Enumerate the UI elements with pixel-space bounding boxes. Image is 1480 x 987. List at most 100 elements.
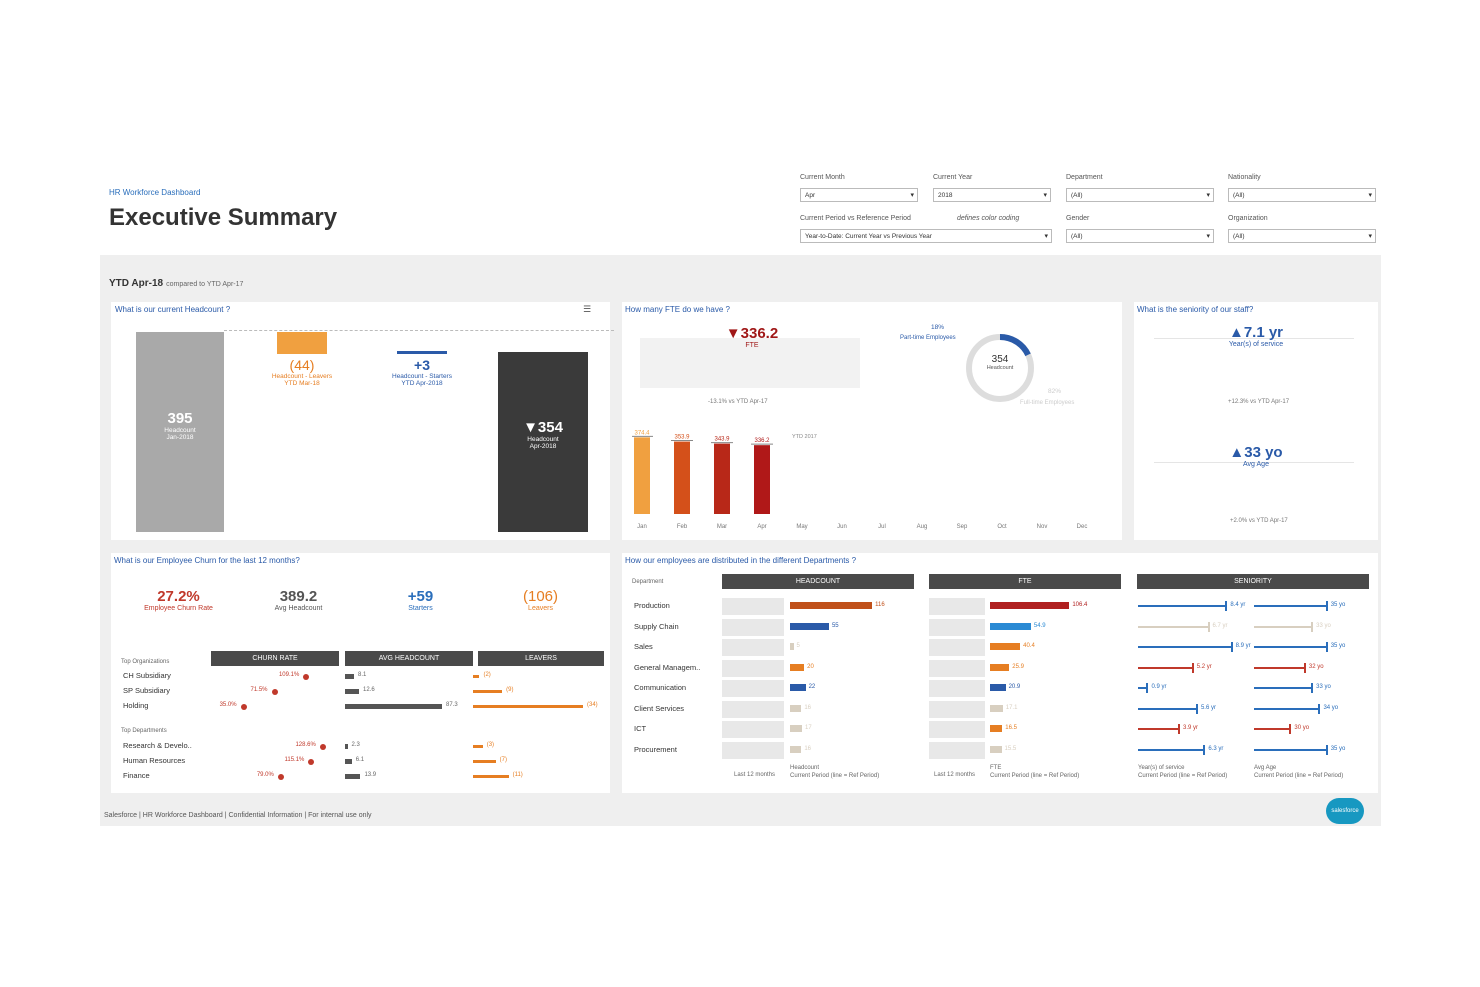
leavers-value: (11) <box>512 772 523 778</box>
hc-sub3: Current Period (line = Ref Period) <box>790 773 880 779</box>
age-tick <box>1311 621 1314 632</box>
current-month-select[interactable]: Apr ▾ <box>800 188 918 202</box>
hc-sparkline-bg <box>722 700 784 718</box>
age-value: 32 yo <box>1308 663 1324 670</box>
department-row-label: Communication <box>634 683 687 692</box>
starters-kpi: +59 Starters <box>407 588 434 612</box>
current-year-select[interactable]: 2018 ▾ <box>933 188 1051 202</box>
fte-bar-value-label: 336.2 <box>754 438 770 444</box>
hc-sparkline-bg <box>722 598 784 615</box>
churn-dot <box>319 744 326 750</box>
headcount-bar <box>790 663 805 671</box>
avg-headcount-header[interactable]: AVG HEADCOUNT <box>345 651 473 666</box>
avg-headcount-value: 8.1 <box>358 672 367 678</box>
fte-bar <box>674 441 690 514</box>
sen-sub2: Current Period (line = Ref Period) <box>1138 773 1228 779</box>
fte-bar <box>990 622 1031 630</box>
nationality-select[interactable]: (All) ▾ <box>1228 188 1376 202</box>
hc-sparkline-bg <box>722 680 784 697</box>
headcount-value: 16 <box>804 704 812 711</box>
organization-select[interactable]: (All) ▾ <box>1228 229 1376 243</box>
age-value: 34 yo <box>1323 704 1339 711</box>
service-value: 5.2 yr <box>1196 663 1212 670</box>
fte-sub3: Current Period (line = Ref Period) <box>990 773 1080 779</box>
service-tick <box>1195 703 1198 714</box>
churn-value-label: 71.5% <box>250 687 268 693</box>
x-tick-label: Jul <box>878 524 886 530</box>
age-lollipop <box>1254 646 1327 648</box>
x-tick-label: Apr <box>757 524 766 530</box>
churn-question: What is our Employee Churn for the last … <box>114 556 300 565</box>
filter-label-department: Department <box>1066 174 1103 181</box>
churn-row-label: Finance <box>123 771 150 780</box>
headcount-value: 55 <box>831 622 839 629</box>
fte-bar <box>990 643 1021 650</box>
starters-bar <box>397 351 447 354</box>
period-select[interactable]: Year-to-Date: Current Year vs Previous Y… <box>800 229 1052 243</box>
filter-label-period: Current Period vs Reference Period <box>800 215 911 222</box>
avg-headcount-bar <box>345 774 361 779</box>
age-tick <box>1325 642 1328 652</box>
leavers-bar <box>473 705 583 708</box>
leavers-value: (3) <box>486 742 495 748</box>
headcount-end-label: ▼354 Headcount Apr-2018 <box>523 419 563 450</box>
age-lollipop <box>1254 605 1327 607</box>
churn-row-label: Holding <box>123 701 149 710</box>
service-lollipop <box>1138 748 1205 751</box>
churn-dot <box>303 674 310 680</box>
hc-sparkline-bg <box>722 741 784 759</box>
hc-sparkline-bg <box>722 639 784 656</box>
chevron-down-icon: ▾ <box>1206 233 1210 240</box>
department-select[interactable]: (All) ▾ <box>1066 188 1214 202</box>
service-value: 6.3 yr <box>1208 745 1224 752</box>
churn-rate-kpi: 27.2% Employee Churn Rate <box>144 588 213 612</box>
fte-bar <box>990 602 1070 609</box>
chevron-down-icon: ▾ <box>910 192 914 199</box>
service-value: 8.9 yr <box>1235 643 1251 649</box>
leavers-value: (34) <box>587 702 598 708</box>
department-axis-label: Department <box>632 579 664 585</box>
service-tick <box>1230 642 1233 652</box>
fte-bar-value-label: 353.9 <box>674 435 690 441</box>
x-tick-label: Feb <box>677 524 688 530</box>
age-value: 33 yo <box>1316 622 1331 629</box>
dist-fte-header[interactable]: FTE <box>929 574 1121 589</box>
headcount-panel: What is our current Headcount ? ☰ 395 He… <box>111 302 614 540</box>
x-tick-label: Dec <box>1077 524 1088 530</box>
age-tick <box>1303 662 1306 673</box>
leavers-bar <box>473 675 480 678</box>
churn-dot <box>277 774 284 780</box>
age-lollipop <box>1254 707 1320 710</box>
leavers-value: (9) <box>506 687 514 693</box>
age-value: 35 yo <box>1330 643 1346 649</box>
fte-panel: How many FTE do we have ? ▼336.2 FTE -13… <box>622 302 1122 540</box>
service-value: 0.9 yr <box>1151 684 1167 690</box>
fte-value: 17.1 <box>1005 704 1018 711</box>
headcount-value: 20 <box>807 663 814 670</box>
leavers-header[interactable]: LEAVERS <box>478 651 604 666</box>
department-row-label: Sales <box>634 642 653 651</box>
breadcrumb[interactable]: HR Workforce Dashboard <box>109 188 201 197</box>
churn-row-label: SP Subsidiary <box>123 686 170 695</box>
churn-rate-header[interactable]: CHURN RATE <box>211 651 339 666</box>
department-row-label: ICT <box>634 724 647 733</box>
dist-seniority-header[interactable]: SENIORITY <box>1137 574 1369 589</box>
leavers-bar <box>473 745 483 748</box>
x-tick-label: Jun <box>837 524 847 530</box>
gender-select[interactable]: (All) ▾ <box>1066 229 1214 243</box>
headcount-start-label: 395 Headcount Jan-2018 <box>164 410 196 441</box>
age-tick <box>1325 744 1328 755</box>
department-row-label: Procurement <box>634 744 677 754</box>
headcount-bar <box>790 704 802 712</box>
leavers-value: (7) <box>499 757 507 763</box>
service-tick <box>1225 601 1228 611</box>
service-tick <box>1146 683 1149 693</box>
churn-dot <box>271 689 278 695</box>
filter-label-current-month: Current Month <box>800 174 845 181</box>
menu-icon[interactable]: ☰ <box>583 304 592 314</box>
sen-sub1: Year(s) of service <box>1138 765 1185 771</box>
age-lollipop <box>1254 687 1313 689</box>
dist-headcount-header[interactable]: HEADCOUNT <box>722 574 914 589</box>
fte-bar-value-label: 374.4 <box>634 430 650 436</box>
fte-sparkline-bg <box>929 598 985 615</box>
